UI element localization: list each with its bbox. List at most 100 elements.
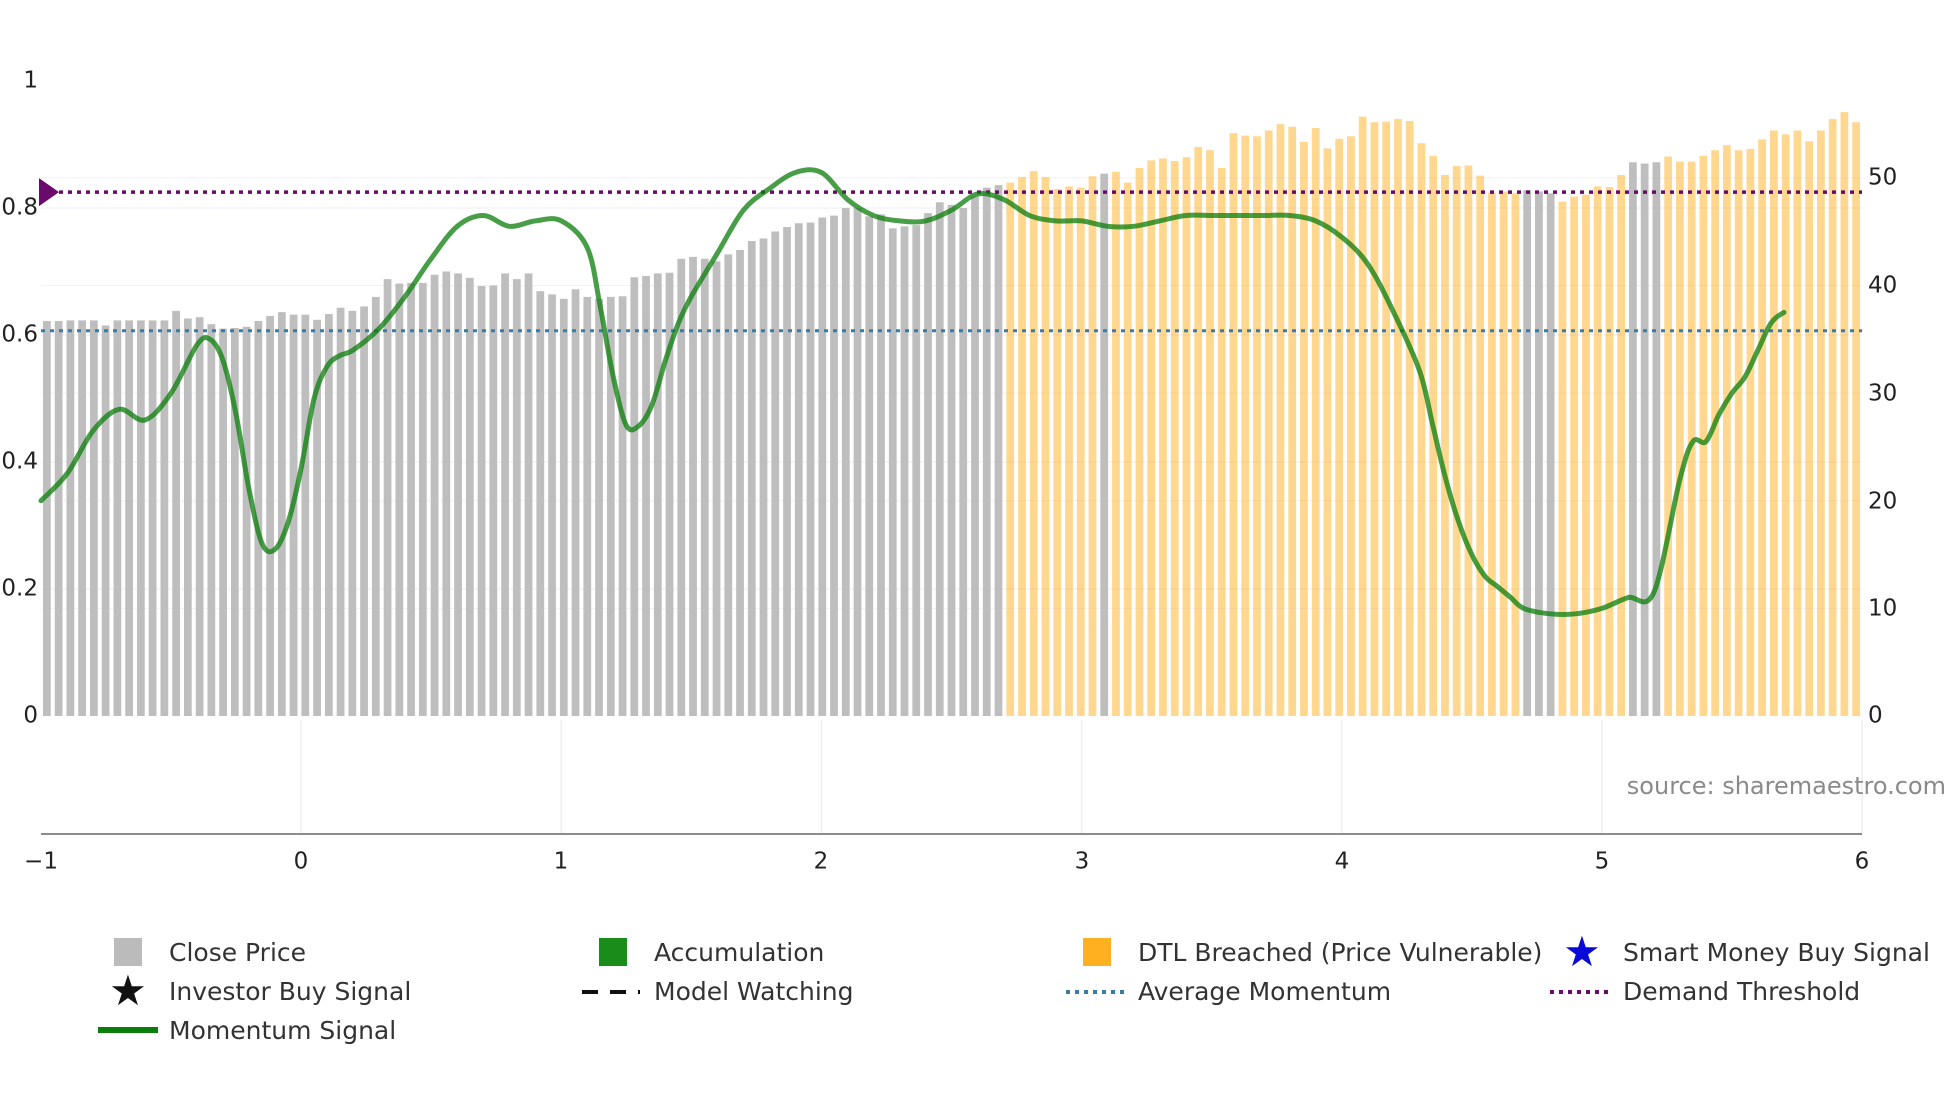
price-bar [759, 238, 768, 717]
price-bar [1452, 166, 1461, 717]
price-bar [1405, 121, 1414, 716]
left-tick-3: 0.6 [1, 322, 38, 348]
price-bar [336, 307, 345, 716]
price-bar [1476, 175, 1485, 716]
legend-label-model-watching: Model Watching [654, 977, 854, 1006]
price-bar [430, 274, 439, 716]
x-tick-2: 1 [554, 849, 569, 875]
price-bar [665, 272, 674, 716]
price-bar [1499, 191, 1508, 717]
price-bar [348, 310, 357, 716]
price-bar [771, 231, 780, 716]
price-bar [324, 314, 333, 716]
price-bar [1488, 192, 1496, 716]
price-bar [1523, 190, 1532, 717]
price-bar [630, 277, 639, 716]
price-bar [865, 216, 874, 716]
price-bar [207, 324, 216, 716]
price-bar [1629, 162, 1637, 716]
price-bar [360, 306, 368, 716]
x-tick-1: 0 [294, 849, 309, 875]
price-bar [689, 256, 697, 716]
price-bar [818, 217, 827, 716]
legend-label-demand-threshold: Demand Threshold [1623, 977, 1860, 1006]
price-bar [1758, 139, 1767, 717]
price-bar [583, 296, 592, 716]
price-bar [1123, 182, 1132, 717]
price-bar [606, 296, 615, 716]
price-bar [1370, 122, 1379, 716]
price-bar [994, 185, 1003, 716]
price-bar [1852, 122, 1860, 716]
right-tick-1: 10 [1868, 596, 1897, 622]
price-bar [489, 285, 498, 716]
price-bar [806, 222, 815, 716]
price-bar [1253, 136, 1261, 716]
price-bar [230, 328, 239, 716]
price-bar [418, 282, 427, 716]
x-axis-ticks: −1 0 1 2 3 4 5 6 [24, 849, 1869, 875]
source-label: source: sharemaestro.com [1627, 772, 1946, 800]
price-bar [1323, 148, 1332, 716]
price-bar [43, 321, 51, 716]
price-bar [1840, 112, 1849, 717]
price-bar [1652, 162, 1661, 716]
left-tick-5: 1 [23, 68, 38, 94]
price-bar [1347, 136, 1355, 716]
price-bar [1088, 176, 1097, 716]
price-bar [289, 314, 298, 716]
price-bar [971, 196, 979, 716]
price-bar [794, 223, 803, 717]
price-bar [653, 273, 662, 716]
right-tick-4: 40 [1868, 273, 1897, 299]
price-bar [1676, 161, 1684, 716]
legend-swatch-close-price [114, 938, 142, 966]
price-bar [1053, 188, 1062, 716]
price-bar [1276, 124, 1285, 717]
price-bar [454, 273, 462, 716]
price-bar [700, 258, 709, 716]
price-bar [242, 326, 251, 716]
legend-swatch-dtl [1083, 938, 1111, 966]
right-axis-ticks: 0 10 20 30 40 50 [1868, 165, 1897, 729]
price-bar [783, 227, 791, 717]
price-bar [959, 208, 968, 716]
price-bar [900, 226, 909, 716]
legend-label-smart-money: Smart Money Buy Signal [1623, 938, 1930, 967]
price-bar [136, 320, 145, 716]
price-bar [1711, 150, 1720, 717]
x-tick-6: 5 [1595, 849, 1610, 875]
price-bar [54, 321, 63, 716]
price-bar [736, 249, 744, 716]
price-bar [1605, 187, 1614, 717]
axes: 0 0.2 0.4 0.6 0.8 1 0 10 20 30 40 50 −1 … [1, 68, 1897, 875]
right-tick-3: 30 [1868, 381, 1897, 407]
price-bar [501, 273, 509, 716]
price-bar [1828, 119, 1837, 717]
price-bar [1170, 161, 1179, 716]
price-bar [89, 320, 98, 716]
price-bar [947, 204, 956, 716]
price-bar [1335, 138, 1344, 716]
price-bar [113, 320, 122, 716]
legend-label-average-momentum: Average Momentum [1138, 977, 1391, 1006]
price-bar [1805, 141, 1814, 716]
price-bar [1640, 163, 1649, 717]
legend-label-dtl: DTL Breached (Price Vulnerable) [1138, 938, 1542, 967]
price-bar [1194, 147, 1203, 717]
price-bar [747, 241, 756, 716]
price-bar [841, 208, 850, 716]
price-bar [1241, 135, 1250, 717]
price-bar [830, 215, 838, 716]
price-bar [148, 320, 157, 716]
price-bar [1417, 143, 1426, 717]
lines [38, 167, 1862, 617]
price-bar [1593, 186, 1602, 716]
price-bar [1546, 193, 1555, 716]
price-bar [595, 298, 603, 716]
price-bar [1206, 150, 1214, 717]
price-bar [1382, 121, 1391, 716]
investor-star-icon: ★ [109, 966, 147, 1015]
price-bar [1746, 148, 1755, 716]
price-bar [301, 314, 310, 716]
